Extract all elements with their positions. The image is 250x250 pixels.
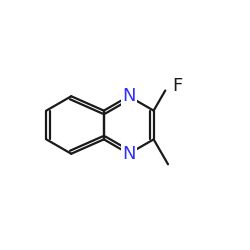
Text: N: N	[122, 87, 136, 105]
Text: F: F	[172, 77, 183, 95]
Text: N: N	[122, 145, 136, 163]
